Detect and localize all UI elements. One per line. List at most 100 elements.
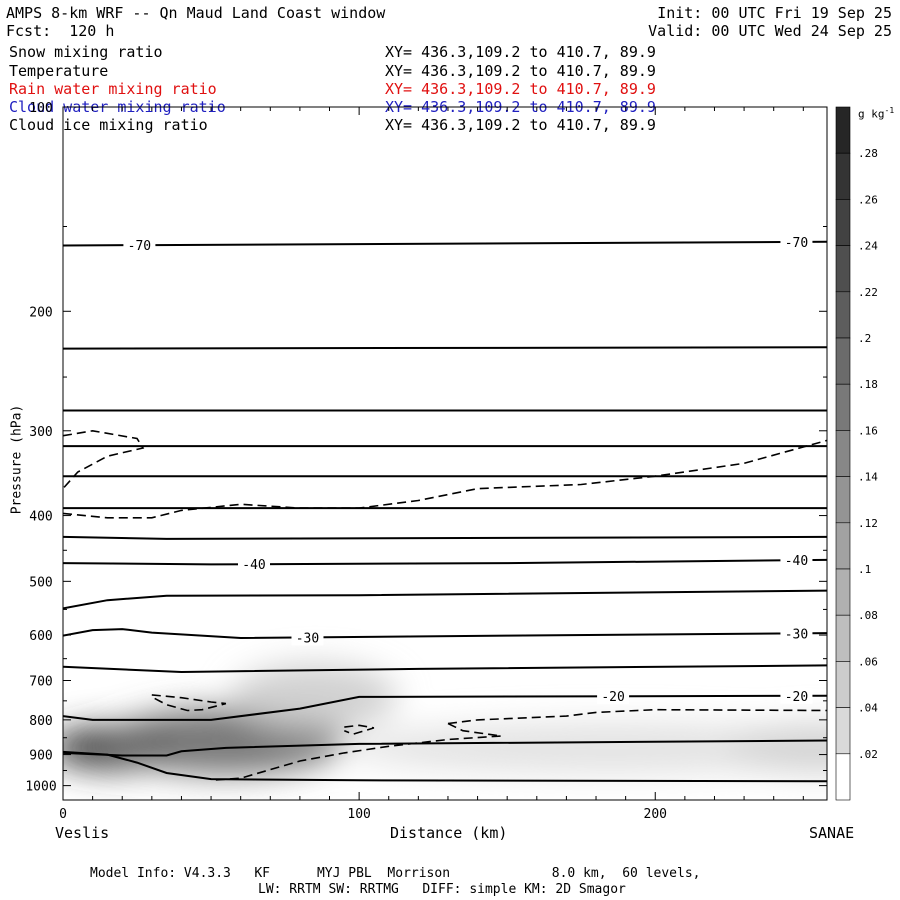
x-tick-label: 0 [59,807,67,822]
y-tick-label: 700 [29,675,52,690]
snow-dashed-contour [151,694,227,712]
colorbar-tick-label: .08 [858,609,878,622]
colorbar-bin [835,383,851,431]
colorbar-unit-exponent: -1 [884,106,895,115]
temperature-contour [63,694,827,721]
y-tick-label: 200 [29,305,52,320]
colorbar-bin [835,291,851,339]
model-info-line2: LW: RRTM SW: RRTMG DIFF: simple KM: 2D S… [258,882,626,897]
y-tick-label: 300 [29,425,52,440]
field-xy-snow: XY= 436.3,109.2 to 410.7, 89.9 [385,43,656,61]
contour-label-bg [780,552,813,569]
snow-shading-blob [231,663,398,731]
colorbar-tick-label: .1 [858,563,871,576]
colorbar-bin [835,245,851,293]
y-tick-label: 600 [29,629,52,644]
snow-dashed-contour [344,724,375,736]
temperature-contour-label: -70 [128,239,151,254]
contour-label-bg [238,556,270,573]
start-location-label: Veslis [55,824,110,842]
y-tick-label: 400 [29,510,52,525]
temperature-contour-label: -20 [601,690,624,705]
contour-label-bg [123,237,156,254]
field-name-snow: Snow mixing ratio [9,43,163,61]
y-tick-label: 800 [29,714,52,729]
temperature-contour-label: -70 [785,236,808,251]
colorbar-bin [835,337,851,385]
temperature-contour [63,240,827,247]
x-tick-label: 200 [644,807,667,822]
temperature-contour [63,346,827,350]
temperature-contour [63,589,827,610]
colorbar-bin [835,614,851,662]
colorbar-tick-label: .12 [858,517,878,530]
colorbar-tick-label: .28 [858,147,878,160]
colorbar-bin [835,106,851,154]
colorbar-tick-label: .06 [858,655,878,668]
temperature-contour [63,628,827,640]
temperature-contour [63,664,827,674]
field-xy-rain: XY= 436.3,109.2 to 410.7, 89.9 [385,80,656,98]
colorbar-unit-text: g kg [858,107,885,121]
temperature-contour-label: -40 [785,554,808,569]
colorbar-bin [835,707,851,755]
colorbar-tick-label: .14 [858,471,878,484]
field-name-cloud-ice: Cloud ice mixing ratio [9,116,208,134]
chart-title: AMPS 8-km WRF -- Qn Maud Land Coast wind… [6,4,386,22]
colorbar-tick-label: .18 [858,378,878,391]
colorbar-bin [835,199,851,246]
valid-time: Valid: 00 UTC Wed 24 Sep 25 [648,22,892,40]
temperature-contour [63,535,827,540]
colorbar-bin [835,430,851,477]
snow-shading-blob [344,722,827,774]
colorbar-bin [835,661,851,708]
colorbar-bin [835,476,851,524]
snow-shading-blob [729,722,827,774]
snow-dashed-contour [447,708,827,725]
x-tick-label: 100 [347,807,370,822]
temperature-contour [63,558,827,566]
snow-dashed-contour [211,722,502,782]
colorbar-tick-label: .2 [858,332,871,345]
temperature-contour [63,750,827,783]
field-name-temperature: Temperature [9,62,109,80]
temperature-contour-label: -40 [242,558,265,573]
colorbar-tick-label: .04 [858,702,878,715]
field-name-rain: Rain water mixing ratio [9,80,217,98]
contour-label-bg [597,688,630,705]
model-info-line1: Model Info: V4.3.3 KF MYJ PBL Morrison 8… [90,866,701,881]
colorbar-bin [835,568,851,616]
contour-label-bg [291,629,324,646]
field-xy-temperature: XY= 436.3,109.2 to 410.7, 89.9 [385,62,656,80]
x-axis-title: Distance (km) [390,824,508,842]
colorbar-unit: g kg-1 [858,103,894,122]
plot-frame [62,106,828,801]
colorbar-tick-label: .26 [858,193,878,206]
colorbar-bin [835,522,851,570]
end-location-label: SANAE [809,824,855,842]
forecast-hour: Fcst: 120 h [6,22,115,40]
colorbar-bin [835,753,851,801]
init-time: Init: 00 UTC Fri 19 Sep 25 [657,4,892,22]
y-tick-label: 100 [29,101,52,116]
contour-label-bg [780,687,813,704]
y-axis-title: Pressure (hPa) [9,404,25,515]
contour-label-bg [780,625,813,642]
field-xy-cloud-ice: XY= 436.3,109.2 to 410.7, 89.9 [385,116,656,134]
y-tick-label: 900 [29,749,52,764]
temperature-contour-label: -30 [296,631,319,646]
contour-label-bg [780,233,813,250]
colorbar-bin [835,152,851,200]
colorbar-tick-label: .24 [858,240,878,253]
y-tick-label: 1000 [25,780,56,795]
colorbar-tick-label: .22 [858,286,878,299]
snow-dashed-contour [63,429,145,490]
y-tick-label: 500 [29,575,52,590]
colorbar-tick-label: .16 [858,424,878,437]
temperature-contour-label: -20 [785,690,808,705]
temperature-contour [63,739,827,757]
colorbar-tick-label: .02 [858,748,878,761]
snow-dashed-contour [63,439,827,519]
temperature-contour-label: -30 [785,627,808,642]
